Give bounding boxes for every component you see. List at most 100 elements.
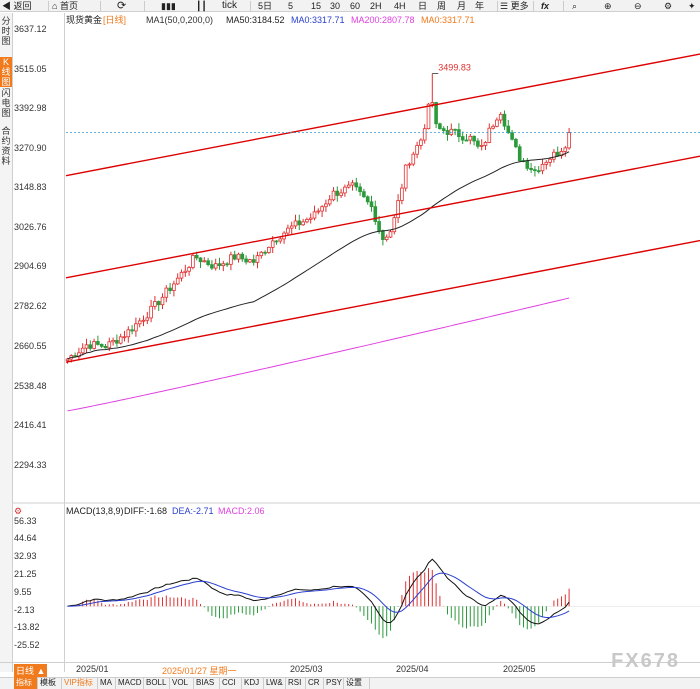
symbol-label: 现货黄金: [66, 15, 103, 25]
bar-chart-icon[interactable]: ▮▮▮: [161, 1, 176, 11]
sidebar-item-lightning[interactable]: 闪电图: [1, 88, 11, 118]
bottom-tab-14[interactable]: 设置: [344, 677, 370, 689]
period-button-6[interactable]: 4H: [394, 1, 406, 11]
period-tab[interactable]: 日线 ▲: [14, 664, 48, 677]
period-button-8[interactable]: 周: [437, 1, 447, 11]
sidebar-item-timeshare[interactable]: 分时图: [1, 16, 11, 46]
zoom-in-icon[interactable]: ⊕: [604, 1, 612, 11]
candle-body: [487, 127, 492, 143]
candle-body: [293, 220, 298, 227]
bottom-tab-0[interactable]: 指标: [14, 677, 38, 689]
candle-body: [88, 344, 93, 349]
candle-body: [164, 287, 169, 298]
candle-body: [297, 220, 302, 226]
sidebar-item-kline[interactable]: K线图: [0, 57, 12, 87]
y-tick-label: 2660.55: [14, 341, 47, 351]
period-button-0[interactable]: 5日: [258, 1, 273, 11]
bottom-tab-2[interactable]: VIP指标: [62, 677, 98, 689]
y-tick-label: 2904.69: [14, 261, 47, 271]
bottom-tab-1[interactable]: 模板: [38, 677, 62, 689]
period-button-2[interactable]: 15: [311, 1, 322, 11]
candle-body: [419, 139, 423, 146]
search-icon[interactable]: ⌕: [572, 1, 578, 11]
refresh-icon[interactable]: ⟳: [117, 0, 127, 12]
zoom-out-icon[interactable]: ⊖: [634, 1, 642, 11]
period-label: [日线]: [103, 15, 127, 25]
candle-icon[interactable]: ┃┃: [196, 1, 207, 11]
period-button-9[interactable]: 月: [457, 1, 467, 11]
candle-body: [544, 161, 549, 165]
candle-body: [510, 132, 514, 140]
candle-body: [198, 257, 203, 263]
candle-body: [403, 164, 408, 189]
candle-body: [312, 211, 317, 219]
x-axis: [0, 662, 700, 676]
period-button-3[interactable]: 30: [330, 1, 341, 11]
candle-body: [354, 182, 359, 188]
indicator-gear-icon[interactable]: ⚙: [14, 506, 23, 516]
candle-body: [172, 283, 176, 291]
settings-icon[interactable]: ⚙: [664, 1, 673, 11]
candle-body: [118, 336, 123, 344]
bottom-tab-13[interactable]: PSY: [326, 677, 344, 689]
candle-body: [191, 255, 195, 268]
candle-body: [411, 153, 416, 165]
candle-body: [248, 259, 252, 263]
macd-tick-label: 9.55: [14, 587, 32, 597]
candle-body: [533, 169, 537, 172]
period-button-10[interactable]: 年: [475, 1, 485, 11]
bottom-tab-10[interactable]: LW&: [264, 677, 286, 689]
period-button-1[interactable]: 5: [288, 1, 294, 11]
bottom-tab-6[interactable]: VOL: [170, 677, 194, 689]
tick-button[interactable]: tick: [222, 0, 237, 11]
pin-icon[interactable]: ✦: [688, 1, 696, 11]
candle-body: [122, 336, 127, 339]
back-button[interactable]: ◀ 返回: [2, 1, 32, 11]
top-toolbar: [0, 0, 700, 12]
candle-body: [240, 253, 245, 260]
ma200-line: [67, 297, 570, 412]
candle-body: [491, 125, 495, 129]
candle-body: [278, 238, 283, 242]
bottom-tab-12[interactable]: CR: [306, 677, 324, 689]
candle-body: [137, 320, 142, 325]
candle-body: [388, 231, 393, 238]
home-button[interactable]: ⌂ 首页: [52, 1, 78, 11]
candle-body: [468, 135, 473, 141]
bottom-tab-4[interactable]: MACD: [116, 677, 144, 689]
candle-body: [555, 151, 560, 157]
period-button-5[interactable]: 2H: [370, 1, 382, 11]
candle-body: [301, 221, 305, 226]
candle-body: [331, 190, 336, 201]
macd-tick-label: 56.33: [14, 516, 37, 526]
candle-body: [255, 255, 260, 263]
candle-body: [460, 136, 465, 141]
bottom-tab-9[interactable]: KDJ: [242, 677, 264, 689]
sidebar-item-contract[interactable]: 合约资料: [1, 126, 11, 166]
candle-body: [221, 263, 226, 267]
candle-body: [548, 158, 552, 163]
more-button[interactable]: ☰ 更多: [500, 1, 529, 11]
candle-body: [126, 329, 131, 338]
candle-body: [362, 191, 366, 198]
bottom-tab-3[interactable]: MA: [98, 677, 116, 689]
fx-button[interactable]: fx: [541, 1, 550, 11]
candle-body: [168, 287, 172, 291]
bottom-tab-11[interactable]: RSI: [286, 677, 306, 689]
y-tick-label: 2538.48: [14, 381, 47, 391]
candle-body: [99, 344, 104, 347]
candle-body: [407, 163, 412, 166]
candle-body: [464, 139, 469, 142]
period-button-7[interactable]: 日: [418, 1, 428, 11]
cursor-date: 2025/01/27 星期一: [162, 666, 237, 676]
bottom-tab-7[interactable]: BIAS: [194, 677, 220, 689]
macd-tick-label: 32.93: [14, 551, 37, 561]
bottom-tab-8[interactable]: CCI: [220, 677, 242, 689]
period-button-4[interactable]: 60: [350, 1, 361, 11]
candle-body: [187, 267, 191, 272]
ma50-value: MA50:3184.52: [226, 15, 285, 25]
candle-body: [130, 329, 134, 332]
candle-body: [453, 128, 457, 131]
bottom-tab-5[interactable]: BOLL: [144, 677, 170, 689]
